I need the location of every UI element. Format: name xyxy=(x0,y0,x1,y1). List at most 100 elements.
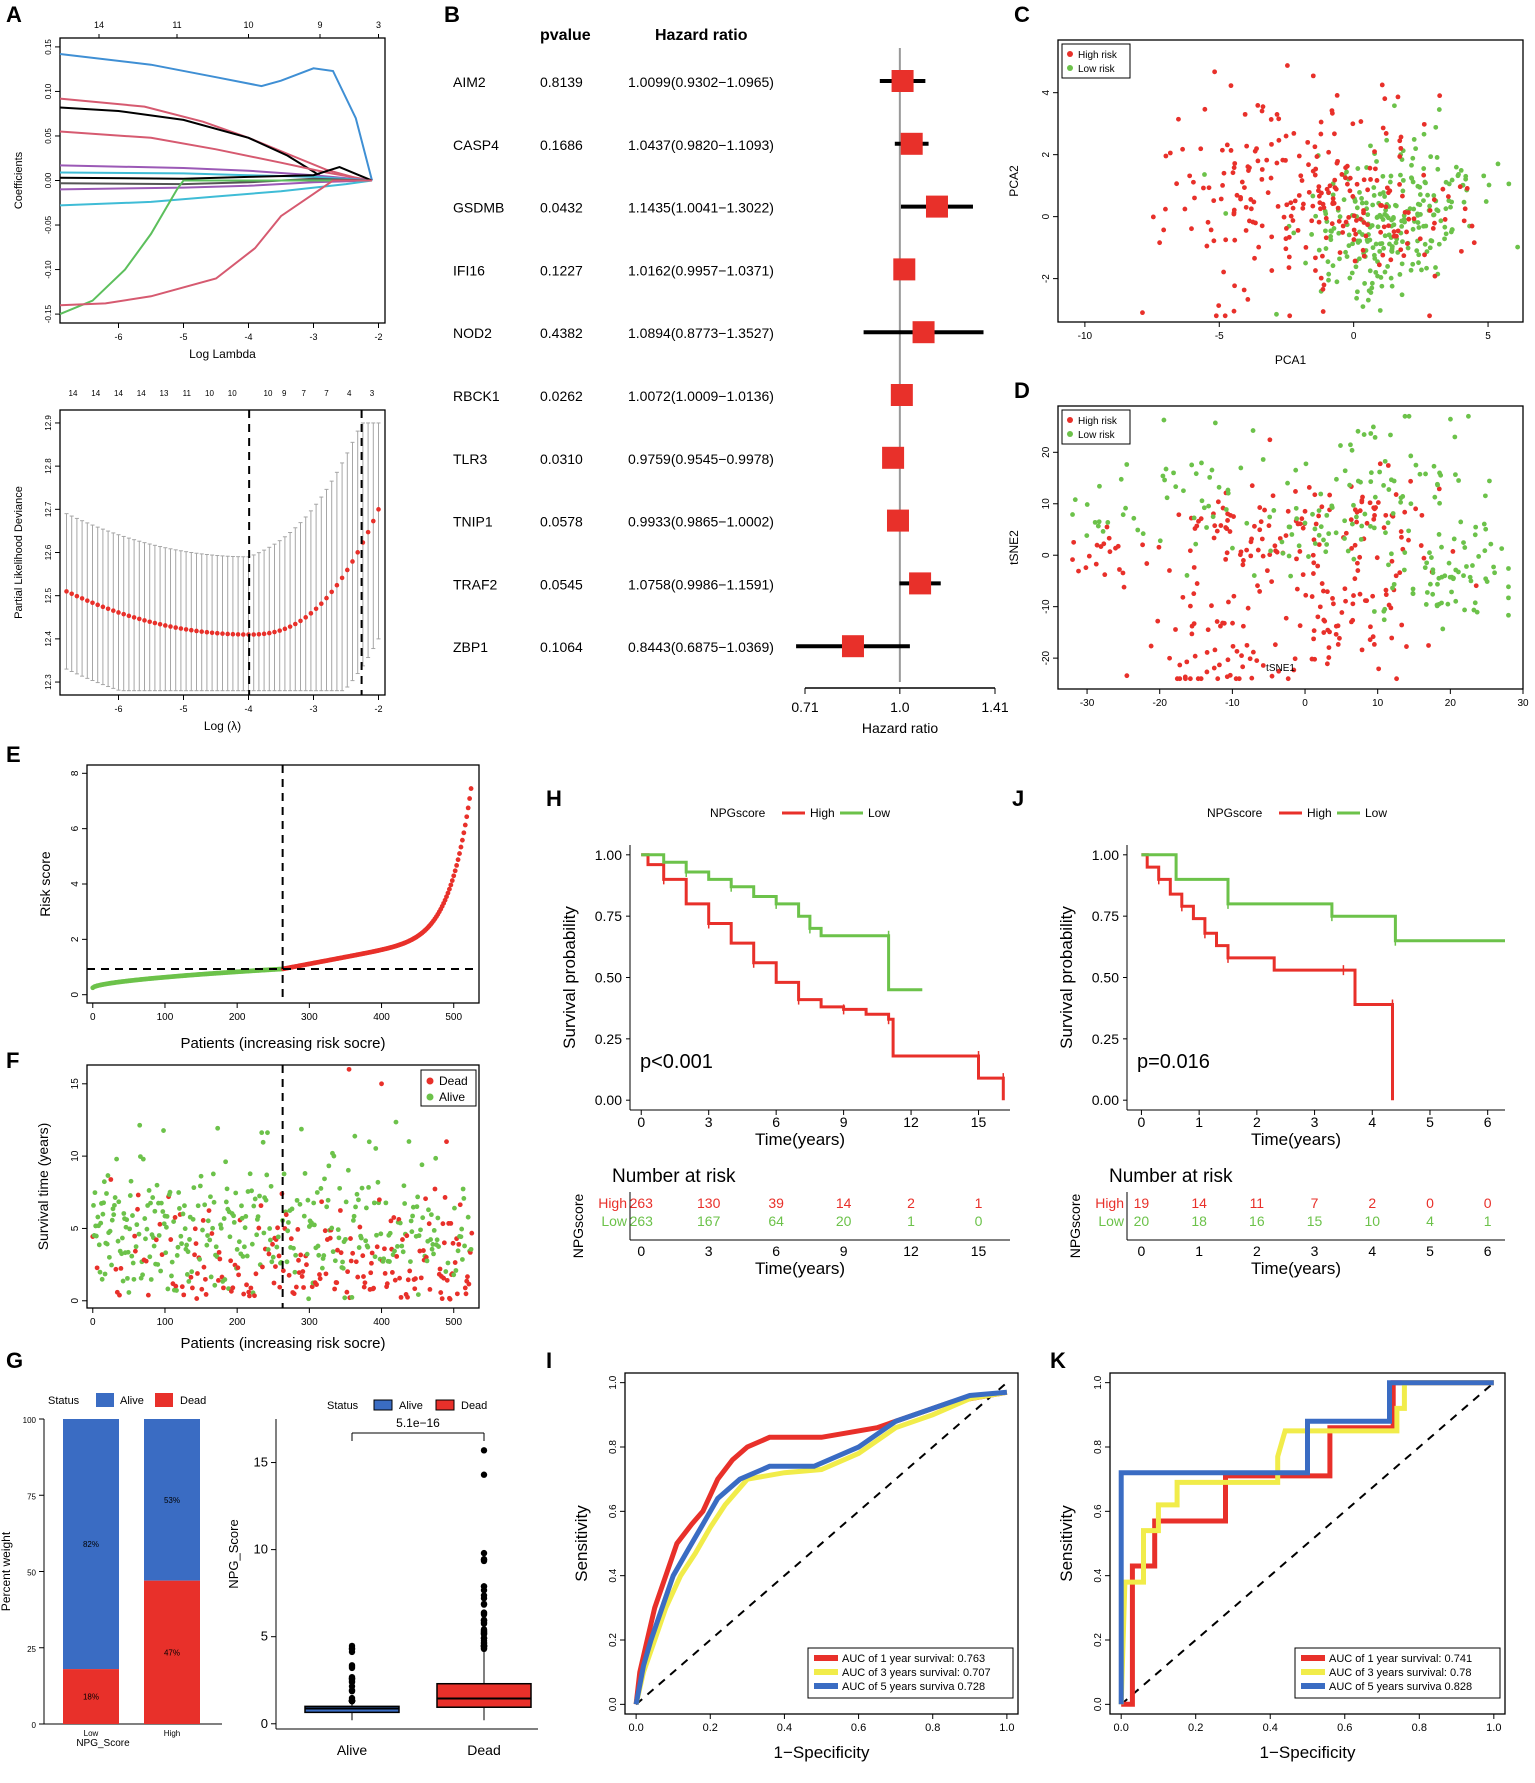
pca-point xyxy=(1167,150,1173,156)
tsne-point xyxy=(1386,602,1392,608)
survival-point xyxy=(312,1222,317,1228)
survival-point xyxy=(373,1146,379,1151)
tsne-point xyxy=(1257,505,1263,510)
risk-score-point xyxy=(462,822,468,828)
plot-frame xyxy=(624,1372,1019,1715)
survival-point xyxy=(145,1292,151,1298)
x-tick-label: 15 xyxy=(971,1114,987,1130)
pca-point xyxy=(1361,208,1366,213)
roc-curve-tcga: 0.0 0.2 0.4 0.6 0.8 1.00.00.20.40.60.81.0AUC … xyxy=(572,1372,1019,1762)
x-tick-label: -3 xyxy=(309,332,317,342)
survival-point xyxy=(298,1252,304,1258)
pca-point xyxy=(1296,193,1302,198)
pca-point xyxy=(1370,245,1376,251)
y-tick-label: 20 xyxy=(1041,446,1052,458)
tsne-point xyxy=(1390,511,1396,516)
survival-point xyxy=(293,1252,299,1258)
pca-point xyxy=(1373,241,1379,247)
survival-point xyxy=(269,1259,275,1265)
tsne-point xyxy=(1333,530,1339,536)
pca-point xyxy=(1351,237,1357,242)
pca-point xyxy=(1411,216,1417,222)
survival-point xyxy=(178,1233,184,1239)
survival-point xyxy=(284,1259,290,1265)
pca-point xyxy=(1434,155,1440,160)
survival-point xyxy=(148,1277,154,1282)
survival-point xyxy=(413,1276,418,1282)
tsne-point xyxy=(1322,618,1328,624)
pca-point xyxy=(1385,264,1390,269)
tsne-point xyxy=(1358,479,1363,485)
survival-point xyxy=(397,1220,403,1226)
pca-point xyxy=(1323,211,1329,217)
x-tick-label: 3 xyxy=(1311,1114,1319,1130)
tsne-point xyxy=(1124,673,1130,679)
legend-label: Dead xyxy=(461,1400,487,1412)
x-tick-label: 2 xyxy=(1253,1114,1261,1130)
tsne-point xyxy=(1211,535,1217,541)
deviance-point xyxy=(225,631,230,637)
bar-dead xyxy=(63,1669,119,1724)
coefficient-path xyxy=(59,166,373,182)
survival-point xyxy=(161,1221,167,1227)
roc-curve xyxy=(1118,1380,1494,1705)
survival-point xyxy=(184,1272,190,1277)
pca-point xyxy=(1416,225,1422,230)
tsne-point xyxy=(1276,668,1282,674)
survival-point xyxy=(161,1128,166,1133)
deviance-point xyxy=(131,615,137,620)
deviance-point xyxy=(319,601,324,606)
tsne-point xyxy=(1193,541,1199,547)
pca-point xyxy=(1430,225,1436,231)
hr-square xyxy=(841,635,864,658)
pca-point xyxy=(1377,248,1383,254)
pca-point xyxy=(1223,237,1229,243)
x-tick-label: -2 xyxy=(374,704,382,714)
survival-point xyxy=(155,1262,161,1267)
deviance-point xyxy=(142,618,147,623)
x-tick-label: -20 xyxy=(1152,698,1167,709)
survival-point xyxy=(444,1277,450,1283)
survival-point xyxy=(131,1276,137,1282)
tsne-point xyxy=(1312,526,1318,532)
legend-title: NPGscore xyxy=(710,806,766,820)
survival-point xyxy=(344,1289,350,1295)
tsne-point xyxy=(1212,420,1218,426)
tsne-point xyxy=(1269,673,1275,679)
pca-point xyxy=(1303,260,1308,266)
tsne-point xyxy=(1410,586,1416,592)
tsne-point xyxy=(1268,548,1274,554)
deviance-point xyxy=(355,550,361,555)
survival-point xyxy=(394,1254,400,1259)
tsne-point xyxy=(1257,527,1263,533)
survival-point xyxy=(167,1189,173,1195)
tsne-point xyxy=(1371,609,1377,614)
tsne-point xyxy=(1192,653,1198,659)
diagonal-reference xyxy=(635,1381,1008,1706)
tsne-point xyxy=(1324,542,1330,547)
survival-point xyxy=(288,1236,294,1242)
pca-point xyxy=(1354,218,1359,223)
x-tick-label: 200 xyxy=(229,1317,246,1328)
survival-point xyxy=(382,1270,388,1276)
pca-point xyxy=(1414,248,1420,254)
survival-point xyxy=(392,1277,398,1283)
survival-point xyxy=(121,1211,127,1216)
tsne-point xyxy=(1354,509,1360,515)
top-tick-label: 10 xyxy=(264,389,273,398)
tsne-point xyxy=(1436,486,1442,492)
x-axis-title: Log Lambda xyxy=(189,347,256,361)
tsne-point xyxy=(1427,550,1432,556)
survival-point xyxy=(213,1244,219,1250)
survival-point xyxy=(91,1203,96,1208)
deviance-point xyxy=(79,596,85,601)
pca-point xyxy=(1259,108,1265,114)
tsne-point xyxy=(1350,617,1356,623)
plot-frame xyxy=(1057,39,1524,323)
x-tick-label: 5 xyxy=(1426,1114,1434,1130)
pca-point xyxy=(1239,179,1245,185)
survival-point xyxy=(306,1296,312,1302)
pvalue-label: 5.1e−16 xyxy=(396,1416,440,1430)
survival-point xyxy=(186,1279,192,1284)
x-tick-label: 3 xyxy=(1311,1243,1319,1259)
